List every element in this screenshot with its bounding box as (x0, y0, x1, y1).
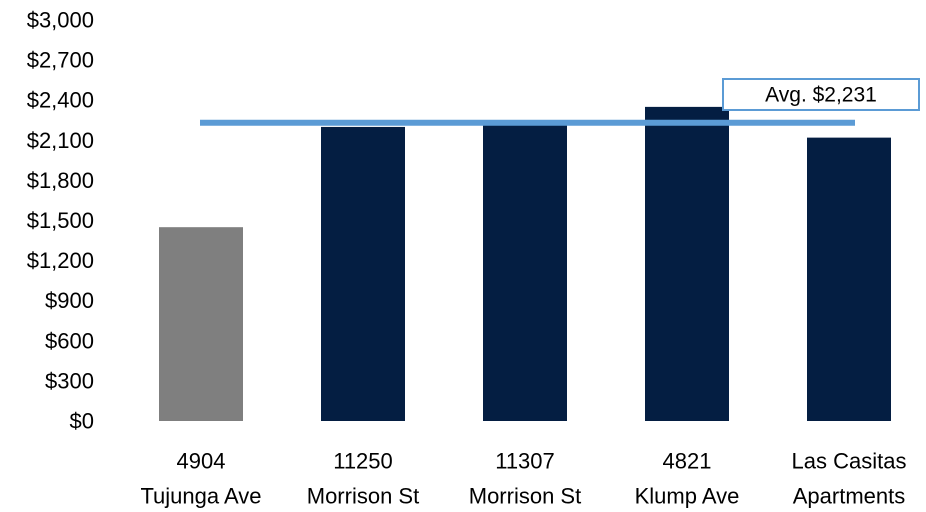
x-category-label: Las Casitas (792, 449, 907, 474)
x-axis: 4904 Tujunga Ave 11250 Morrison St 11307 Morr… (140, 449, 906, 509)
average-label: Avg. $2,231 (765, 84, 877, 107)
bar (807, 137, 891, 422)
x-category-label: 11307 (495, 449, 555, 474)
y-axis: $0 $300 $600 $900 $1,200 $1,500 $1,800 $2,100 $2… (27, 8, 94, 434)
x-category-label: 4904 (177, 449, 226, 474)
bars (159, 106, 891, 422)
y-tick-label: $1,500 (27, 208, 94, 233)
y-tick-label: $900 (45, 288, 94, 313)
y-tick-label: $1,200 (27, 248, 94, 273)
x-category-label: Apartments (793, 484, 906, 509)
y-tick-label: $300 (45, 368, 94, 393)
average-label-box (722, 78, 920, 111)
bar (321, 126, 405, 421)
x-category-label: Morrison St (469, 484, 581, 509)
x-category-label: 4821 (663, 449, 712, 474)
y-tick-label: $0 (70, 409, 94, 434)
y-tick-label: $3,000 (27, 8, 94, 33)
bar (159, 227, 243, 421)
bar (483, 124, 567, 421)
x-category-label: Klump Ave (635, 484, 740, 509)
x-category-label: Morrison St (307, 484, 419, 509)
y-tick-label: $2,100 (27, 128, 94, 153)
x-category-label: Tujunga Ave (140, 484, 261, 509)
y-tick-label: $1,800 (27, 168, 94, 193)
y-tick-label: $2,700 (27, 48, 94, 73)
y-tick-label: $600 (45, 328, 94, 353)
y-tick-label: $2,400 (27, 88, 94, 113)
bar (645, 106, 729, 421)
x-category-label: 11250 (333, 449, 393, 474)
average-annotation: Avg. $2,231 (200, 78, 920, 126)
